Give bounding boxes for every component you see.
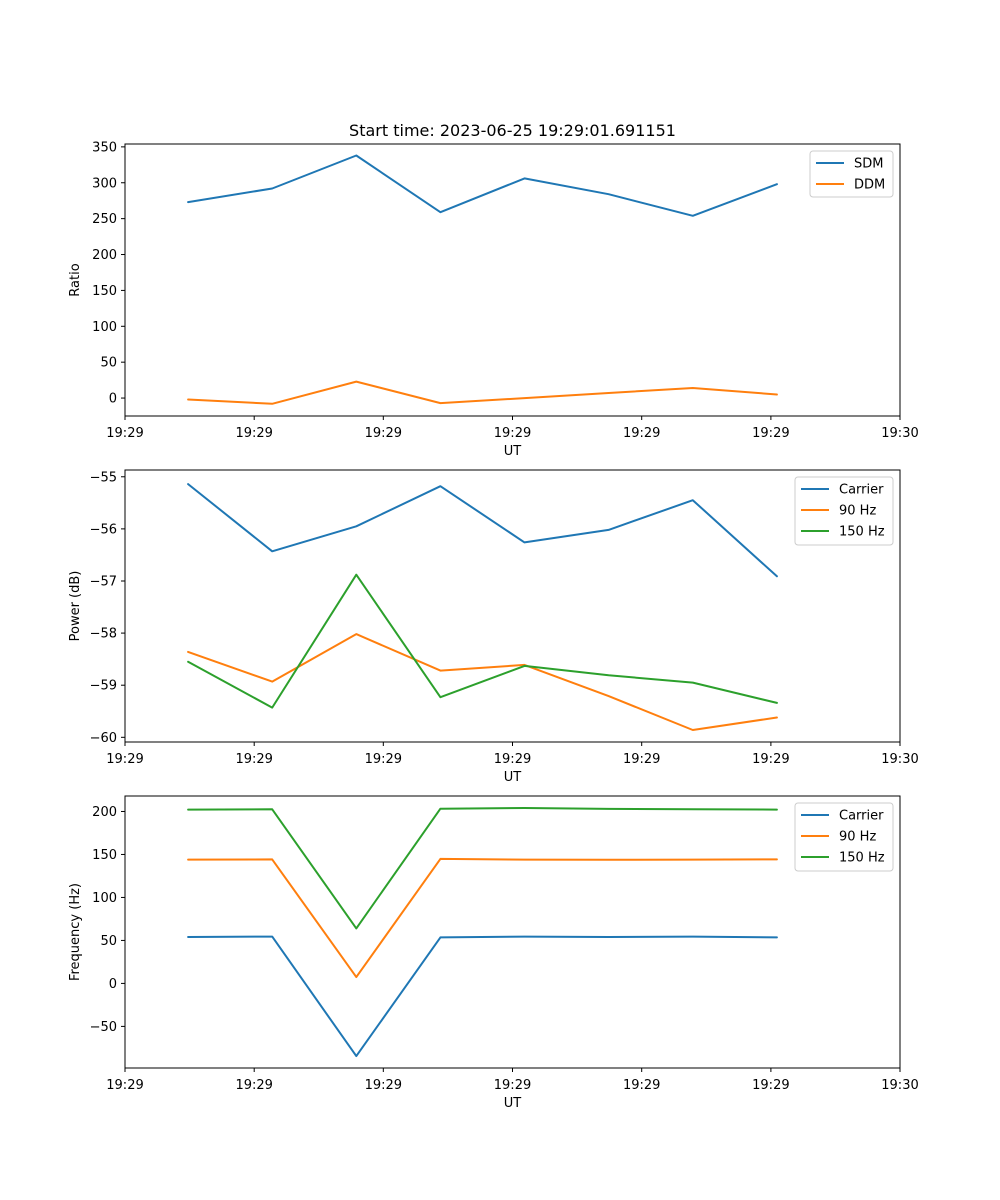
- y-axis-label: Power (dB): [68, 571, 83, 642]
- y-tick-label: −60: [90, 731, 117, 746]
- y-tick-label: 100: [92, 320, 117, 335]
- y-tick-label: 0: [109, 392, 117, 407]
- y-tick-label: 150: [92, 284, 117, 299]
- chart-panel-3: −50 0 50 100 150 200 19:29 19:29 19:29 19:29 19:29…: [68, 795, 919, 1111]
- y-tick-label: −50: [90, 1020, 117, 1035]
- y-tick-label: 300: [92, 176, 117, 191]
- x-tick-label: 19:29: [235, 1078, 272, 1093]
- legend-label: DDM: [854, 178, 885, 193]
- legend-label: SDM: [854, 157, 883, 172]
- series-line-150-hz: [187, 573, 778, 709]
- legend-box: [794, 802, 894, 872]
- legend: SDM DDM: [809, 150, 894, 198]
- y-tick-label: −58: [90, 627, 117, 642]
- y-tick-label: 200: [92, 248, 117, 263]
- series-line-sdm: [187, 154, 778, 217]
- y-tick-label: 250: [92, 212, 117, 227]
- series-line-ddm: [187, 380, 778, 405]
- legend-label: 150 Hz: [839, 851, 885, 866]
- series-line-carrier: [187, 935, 778, 1058]
- y-tick-label: −55: [90, 470, 117, 485]
- y-tick-label: 100: [92, 891, 117, 906]
- legend: Carrier 90 Hz 150 Hz: [794, 476, 894, 546]
- x-tick-label: 19:30: [881, 1078, 918, 1093]
- y-tick-label: 350: [92, 140, 117, 155]
- y-axis-label: Ratio: [68, 263, 83, 296]
- series-line-150-hz: [187, 807, 778, 930]
- x-tick-label: 19:29: [494, 1078, 531, 1093]
- x-tick-label: 19:29: [235, 426, 272, 441]
- x-tick-label: 19:30: [881, 752, 918, 767]
- y-tick-label: 50: [100, 356, 117, 371]
- x-tick-label: 19:29: [235, 752, 272, 767]
- y-axis-label: Frequency (Hz): [68, 883, 83, 981]
- x-tick-label: 19:29: [494, 426, 531, 441]
- y-tick-label: 200: [92, 805, 117, 820]
- x-tick-label: 19:29: [752, 426, 789, 441]
- x-tick-label: 19:29: [752, 752, 789, 767]
- legend: Carrier 90 Hz 150 Hz: [794, 802, 894, 872]
- x-tick-label: 19:29: [365, 1078, 402, 1093]
- x-tick-label: 19:29: [623, 426, 660, 441]
- chart-panel-1: 0 50 100 150 200 250 300 350 19:29 19:29 19:29 19:2…: [68, 121, 919, 459]
- y-tick-label: 50: [100, 934, 117, 949]
- y-tick-label: −56: [90, 522, 117, 537]
- x-tick-label: 19:29: [365, 426, 402, 441]
- y-tick-label: 150: [92, 848, 117, 863]
- chart-panel-2: −60 −59 −58 −57 −56 −55 19:29 19:29 19:29 19:29 19…: [68, 469, 919, 785]
- x-tick-label: 19:29: [106, 426, 143, 441]
- series-line-90-hz: [187, 857, 778, 979]
- legend-label: 90 Hz: [839, 830, 876, 845]
- legend-label: 90 Hz: [839, 504, 876, 519]
- series-line-carrier: [187, 483, 778, 578]
- x-tick-label: 19:29: [106, 1078, 143, 1093]
- legend-label: Carrier: [839, 483, 884, 498]
- legend-label: Carrier: [839, 809, 884, 824]
- legend-label: 150 Hz: [839, 525, 885, 540]
- x-tick-label: 19:29: [752, 1078, 789, 1093]
- legend-box: [794, 476, 894, 546]
- x-tick-label: 19:29: [365, 752, 402, 767]
- x-tick-label: 19:29: [623, 752, 660, 767]
- x-axis-label: UT: [504, 770, 522, 785]
- x-tick-label: 19:29: [494, 752, 531, 767]
- series-line-90-hz: [187, 633, 778, 731]
- y-tick-label: −57: [90, 574, 117, 589]
- x-tick-label: 19:29: [106, 752, 143, 767]
- chart-title: Start time: 2023-06-25 19:29:01.691151: [349, 121, 676, 140]
- y-tick-label: −59: [90, 679, 117, 694]
- x-axis-label: UT: [504, 444, 522, 459]
- x-axis-label: UT: [504, 1096, 522, 1111]
- x-tick-label: 19:30: [881, 426, 918, 441]
- y-tick-label: 0: [109, 977, 117, 992]
- x-tick-label: 19:29: [623, 1078, 660, 1093]
